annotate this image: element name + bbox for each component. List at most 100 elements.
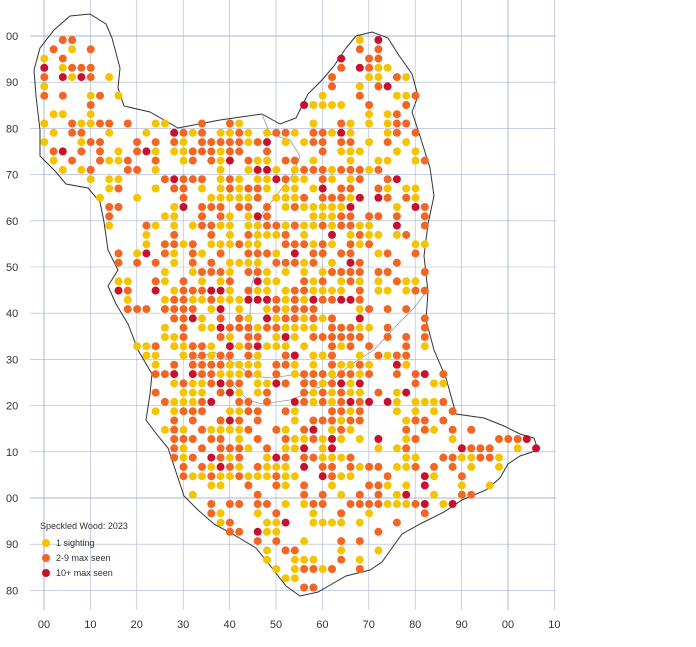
dot-one-sighting [188,221,197,230]
dot-two-to-nine [328,379,336,388]
dot-two-to-nine [198,462,206,471]
dot-one-sighting [309,212,318,221]
dot-one-sighting [253,230,262,239]
dot-two-to-nine [392,119,401,128]
dot-one-sighting [114,277,123,286]
dot-two-to-nine [235,500,244,508]
dot-one-sighting [263,472,271,481]
dot-one-sighting [216,425,225,434]
dot-one-sighting [105,128,114,137]
dot-two-to-nine [411,462,420,471]
dot-one-sighting [383,128,392,137]
dot-two-to-nine [188,258,197,267]
dot-one-sighting [457,453,466,462]
dot-one-sighting [281,295,290,304]
dot-one-sighting [392,203,401,211]
dot-one-sighting [179,397,188,406]
dot-two-to-nine [216,212,225,221]
dot-one-sighting [402,360,411,369]
dot-two-to-nine [216,388,225,397]
dot-two-to-nine [318,370,327,379]
dot-one-sighting [272,193,281,202]
dot-one-sighting [290,565,299,573]
legend: Speckled Wood: 2023 1 sighting 2-9 max s… [40,521,128,578]
dot-one-sighting [383,156,392,165]
dot-two-to-nine [207,221,216,230]
dot-one-sighting [198,314,206,323]
dot-two-to-nine [235,472,244,481]
dot-two-to-nine [365,500,374,508]
dot-ten-plus [225,342,234,351]
dot-one-sighting [346,379,355,388]
dot-ten-plus [77,73,86,82]
dot-two-to-nine [374,388,383,397]
dot-one-sighting [300,435,309,443]
dot-one-sighting [328,212,336,221]
dot-two-to-nine [198,360,206,369]
dot-ten-plus [392,221,401,230]
dot-two-to-nine [309,565,318,573]
dot-two-to-nine [383,472,392,481]
dot-two-to-nine [179,193,188,202]
dot-one-sighting [188,388,197,397]
dot-one-sighting [179,240,188,249]
dot-two-to-nine [170,240,179,249]
dot-two-to-nine [318,165,327,174]
x-axis-label: 30 [177,619,189,631]
legend-title: Speckled Wood: 2023 [40,521,128,531]
x-axis-labels: 00 10 20 30 40 50 60 70 80 90 00 10 [38,619,561,631]
dot-one-sighting [142,240,151,249]
dot-one-sighting [272,249,281,258]
dot-two-to-nine [263,221,271,230]
dot-two-to-nine [160,397,169,406]
dot-two-to-nine [151,388,160,397]
dot-two-to-nine [300,565,309,573]
dot-one-sighting [244,444,253,453]
dot-two-to-nine [105,119,114,128]
dot-two-to-nine [244,249,253,258]
dot-one-sighting [374,230,383,239]
dot-two-to-nine [272,481,281,490]
dot-two-to-nine [198,407,206,416]
dot-ten-plus [142,147,151,156]
dot-two-to-nine [253,268,262,276]
dot-two-to-nine [365,101,374,109]
dot-two-to-nine [253,249,262,258]
dot-ten-plus [281,333,290,341]
dot-one-sighting [68,73,77,82]
dot-two-to-nine [235,203,244,211]
dot-ten-plus [309,295,318,304]
dot-two-to-nine [114,184,123,193]
dot-two-to-nine [272,425,281,434]
dot-two-to-nine [123,119,132,128]
dot-two-to-nine [281,435,290,443]
dot-two-to-nine [272,221,281,230]
dot-ten-plus [402,490,411,499]
dot-ten-plus [383,82,392,91]
dot-one-sighting [365,509,374,518]
dot-two-to-nine [179,472,188,481]
dot-ten-plus [328,435,336,443]
dot-ten-plus [207,453,216,462]
dot-two-to-nine [420,221,429,230]
dot-one-sighting [392,91,401,100]
dot-one-sighting [188,379,197,388]
dot-two-to-nine [328,323,336,332]
dot-two-to-nine [290,295,299,304]
dot-two-to-nine [179,323,188,332]
dot-one-sighting [216,175,225,184]
dot-two-to-nine [392,258,401,267]
dot-two-to-nine [411,500,420,508]
dot-one-sighting [281,342,290,351]
dot-one-sighting [216,277,225,286]
dot-two-to-nine [207,138,216,147]
dot-one-sighting [309,184,318,193]
dot-one-sighting [346,425,355,434]
dot-two-to-nine [337,323,346,332]
dot-two-to-nine [170,305,179,314]
dot-ten-plus [346,258,355,267]
dot-ten-plus [272,453,281,462]
dot-two-to-nine [411,128,420,137]
dot-two-to-nine [374,45,383,54]
x-axis-label: 10 [84,619,96,631]
